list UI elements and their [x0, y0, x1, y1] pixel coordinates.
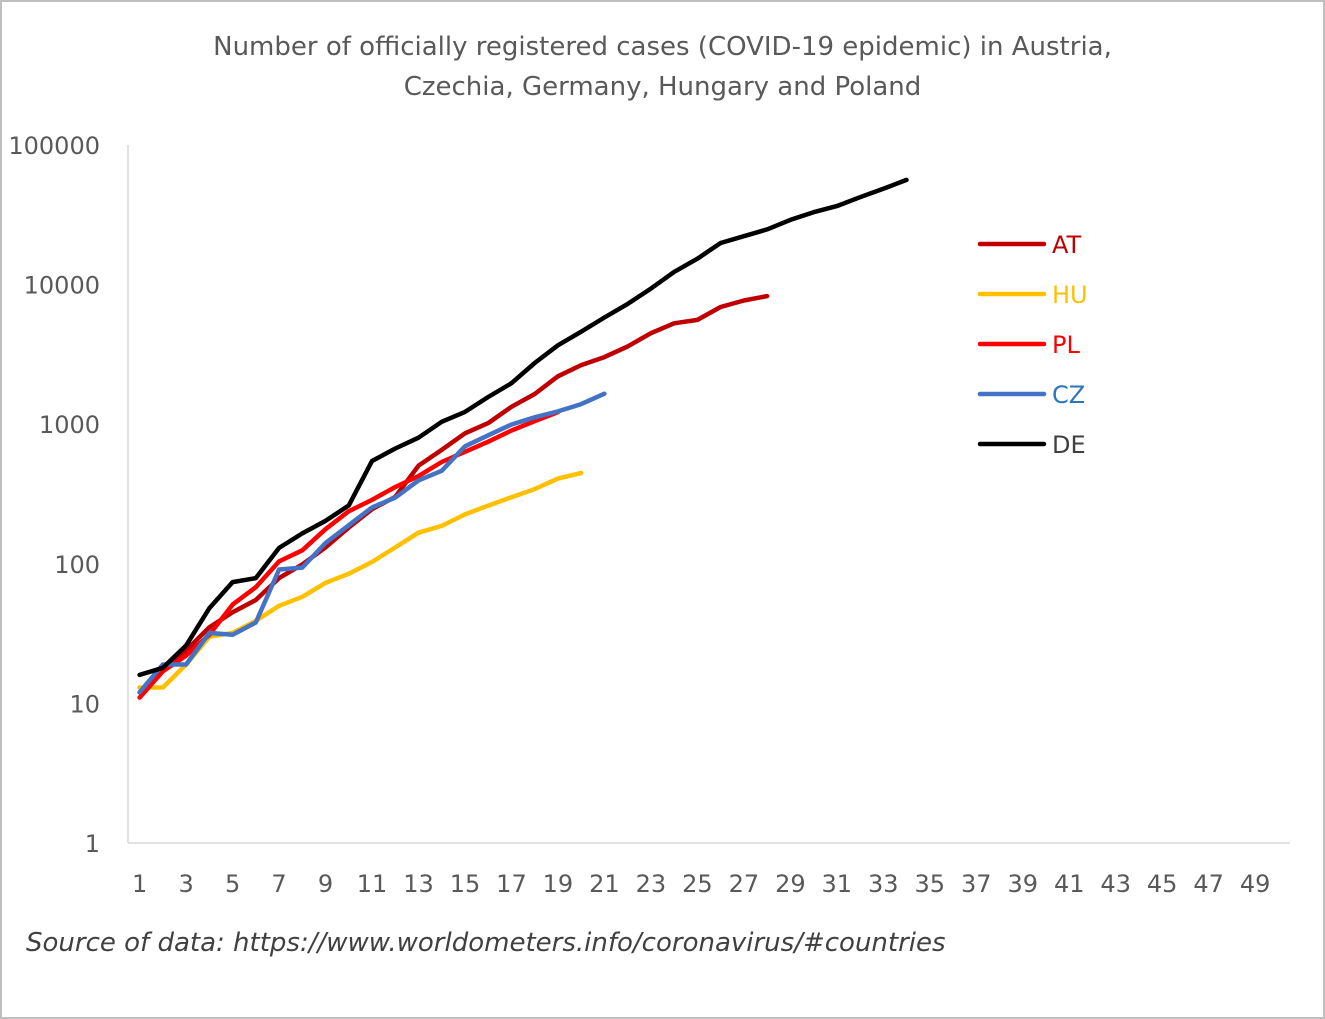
y-tick-label-10000: 10000 — [24, 272, 100, 300]
x-tick-label-23: 23 — [636, 870, 667, 898]
x-tick-label-19: 19 — [543, 870, 574, 898]
legend-label-at: AT — [1052, 231, 1082, 259]
x-tick-label-21: 21 — [589, 870, 620, 898]
y-tick-label-100: 100 — [54, 551, 100, 579]
x-tick-label-25: 25 — [682, 870, 713, 898]
legend-label-pl: PL — [1052, 331, 1080, 359]
x-tick-label-45: 45 — [1147, 870, 1178, 898]
x-tick-label-27: 27 — [729, 870, 760, 898]
series-line-cz — [137, 391, 607, 695]
legend-label-hu: HU — [1052, 281, 1088, 309]
source-note: Source of data: https://www.worldometers… — [26, 928, 946, 958]
legend-label-cz: CZ — [1052, 381, 1085, 409]
x-tick-label-9: 9 — [318, 870, 333, 898]
x-tick-label-29: 29 — [775, 870, 806, 898]
x-tick-label-3: 3 — [178, 870, 193, 898]
y-tick-label-100000: 100000 — [8, 132, 100, 160]
x-tick-label-15: 15 — [450, 870, 481, 898]
x-tick-label-13: 13 — [403, 870, 434, 898]
x-tick-label-43: 43 — [1100, 870, 1131, 898]
legend-label-de: DE — [1052, 431, 1086, 459]
x-tick-label-33: 33 — [868, 870, 899, 898]
chart-title-line-1: Number of officially registered cases (C… — [213, 32, 1112, 62]
y-tick-label-1: 1 — [85, 830, 100, 858]
x-tick-label-17: 17 — [496, 870, 527, 898]
series-line-hu — [137, 470, 584, 690]
x-tick-label-31: 31 — [822, 870, 853, 898]
x-tick-label-7: 7 — [271, 870, 286, 898]
x-tick-label-47: 47 — [1193, 870, 1224, 898]
x-tick-label-39: 39 — [1007, 870, 1038, 898]
x-tick-label-41: 41 — [1054, 870, 1085, 898]
y-tick-label-10: 10 — [69, 690, 100, 718]
series-line-pl — [137, 409, 561, 700]
x-tick-label-49: 49 — [1240, 870, 1271, 898]
x-tick-label-11: 11 — [357, 870, 388, 898]
y-tick-label-1000: 1000 — [39, 411, 100, 439]
x-tick-label-5: 5 — [225, 870, 240, 898]
chart-title-line-2: Czechia, Germany, Hungary and Poland — [403, 72, 922, 102]
series-line-de — [137, 177, 909, 678]
x-tick-label-35: 35 — [915, 870, 946, 898]
x-tick-label-37: 37 — [961, 870, 992, 898]
x-tick-label-1: 1 — [132, 870, 147, 898]
series-line-at — [137, 293, 770, 695]
